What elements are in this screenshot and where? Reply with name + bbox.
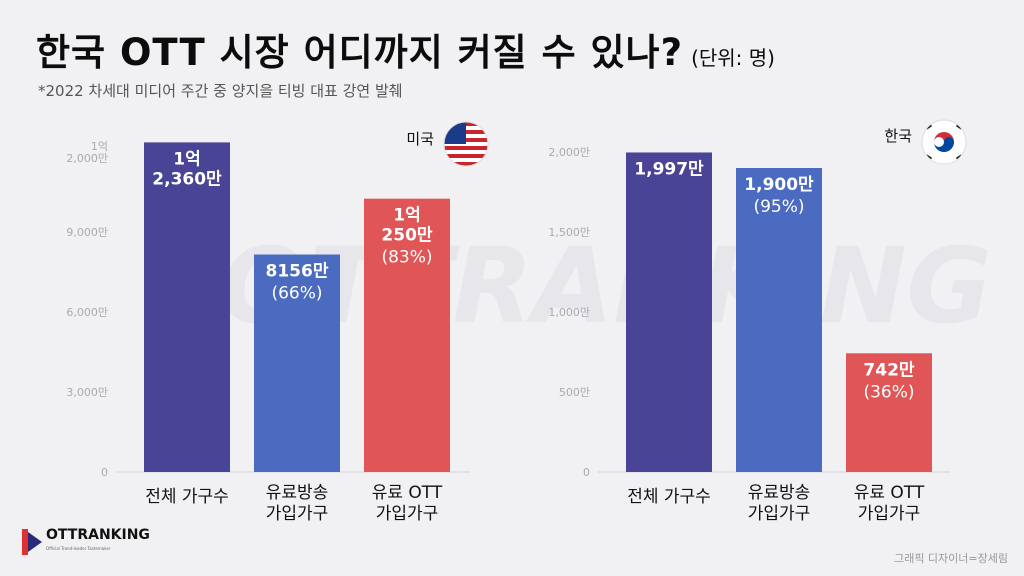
unit-label: (단위: 명) <box>691 46 775 70</box>
logo-icon <box>22 529 42 555</box>
y-tick-label: 1,500만 <box>548 226 590 239</box>
designer-credit: 그래픽 디자이너=장세림 <box>894 552 1008 565</box>
bar-value-label: 8156만 <box>266 262 329 282</box>
y-tick-label: 9,000만 <box>66 226 108 239</box>
category-label: 전체 가구수 <box>145 487 229 507</box>
y-tick-label: 3,000만 <box>66 386 108 399</box>
category-label: 유료방송 가입가구 <box>748 483 811 524</box>
page-title: 한국 OTT 시장 어디까지 커질 수 있나? (단위: 명) <box>36 22 775 76</box>
country-label: 한국 <box>884 127 912 145</box>
bar-value-label: 1,900만 <box>744 175 814 195</box>
bar-percent-label: (66%) <box>271 284 322 304</box>
y-tick-label: 0 <box>101 466 108 479</box>
title-text: 한국 OTT 시장 어디까지 커질 수 있나? <box>36 31 684 74</box>
bar-value-label: 1억 250만 <box>381 206 432 246</box>
logo-tagline: Official Trend-leader Tastemaker <box>46 546 111 551</box>
y-tick-label: 1,000만 <box>548 306 590 319</box>
bar <box>626 152 712 473</box>
bar-value-label: 742만 <box>863 360 914 380</box>
country-label: 미국 <box>406 130 434 148</box>
category-label: 전체 가구수 <box>627 487 711 507</box>
bar-value-label: 1억 2,360만 <box>152 149 222 189</box>
korea-flag-icon <box>922 120 966 164</box>
category-label: 유료 OTT 가입가구 <box>854 483 925 524</box>
bar <box>736 168 822 472</box>
bar-percent-label: (83%) <box>381 248 432 268</box>
bar-value-label: 1,997만 <box>634 159 704 179</box>
logo-name: OTTRANKING <box>46 527 150 543</box>
y-tick-label: 1억 2,000만 <box>66 140 108 165</box>
category-label: 유료 OTT 가입가구 <box>372 483 443 524</box>
subtitle: *2022 차세대 미디어 주간 중 양지을 티빙 대표 강연 발췌 <box>38 82 403 100</box>
bar-percent-label: (36%) <box>863 382 914 402</box>
category-label: 유료방송 가입가구 <box>266 483 329 524</box>
brand-logo: OTTRANKING Official Trend-leader Tastemak… <box>22 528 150 556</box>
bar <box>846 353 932 472</box>
y-tick-label: 500만 <box>559 386 590 399</box>
bar <box>254 254 340 472</box>
bar-percent-label: (95%) <box>753 197 804 217</box>
us-flag-icon <box>444 122 488 166</box>
y-tick-label: 0 <box>583 466 590 479</box>
watermark: OTTRANKING <box>220 225 992 347</box>
bar <box>144 142 230 472</box>
y-tick-label: 6,000만 <box>66 306 108 319</box>
bar <box>364 198 450 472</box>
y-tick-label: 2,000만 <box>548 146 590 159</box>
